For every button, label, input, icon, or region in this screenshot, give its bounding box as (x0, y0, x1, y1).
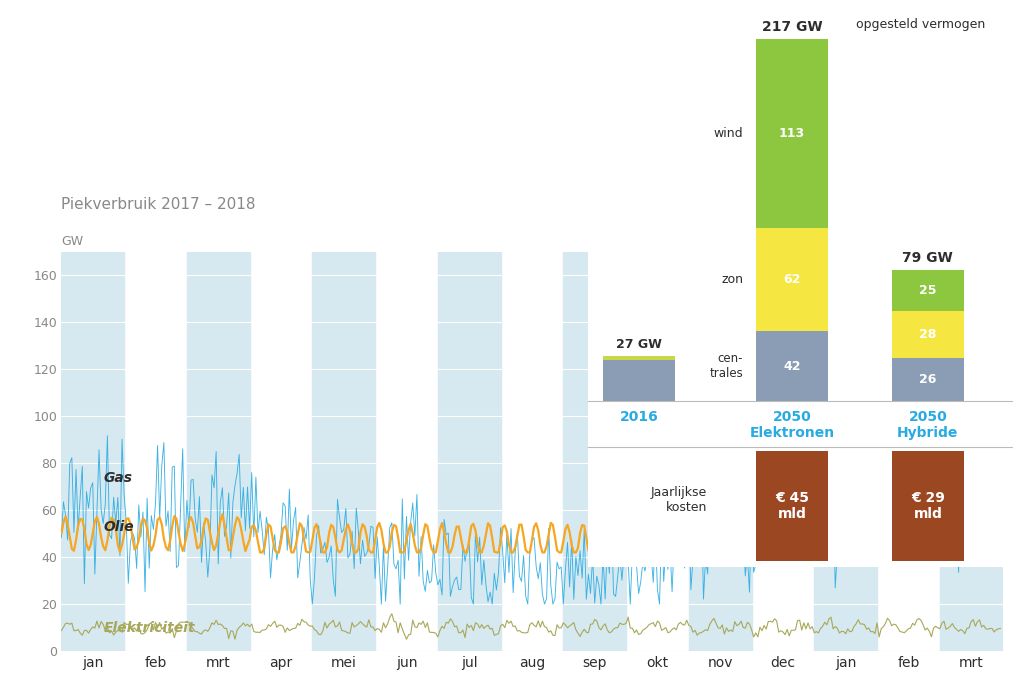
Bar (61, 252, 124, 651)
Text: 25: 25 (919, 284, 937, 297)
Bar (564, 252, 626, 651)
Text: 2016: 2016 (620, 410, 659, 424)
Text: Jaarlijkse
kosten: Jaarlijkse kosten (651, 486, 707, 514)
Text: 26: 26 (920, 373, 936, 386)
Text: 217 GW: 217 GW (762, 20, 822, 34)
Bar (312, 252, 375, 651)
Text: GW: GW (61, 235, 84, 248)
Bar (688, 252, 752, 651)
Bar (892, 270, 964, 312)
Text: Elektriciteit: Elektriciteit (103, 621, 194, 635)
Text: 79 GW: 79 GW (902, 251, 953, 265)
Text: 28: 28 (920, 328, 936, 341)
Text: Piekverbruik 2017 – 2018: Piekverbruik 2017 – 2018 (61, 197, 256, 212)
Bar (187, 252, 250, 651)
Bar (604, 360, 675, 401)
Bar (940, 252, 1003, 651)
Text: zon: zon (721, 273, 743, 286)
Text: opgesteld vermogen: opgesteld vermogen (855, 18, 985, 31)
Bar (756, 451, 828, 561)
Text: 62: 62 (784, 273, 801, 286)
Text: 113: 113 (779, 127, 805, 140)
Text: 42: 42 (784, 360, 801, 373)
Text: 2050
Hybride: 2050 Hybride (897, 410, 959, 440)
Bar (892, 312, 964, 358)
Bar (756, 228, 828, 331)
Text: cen-
trales: cen- trales (709, 352, 743, 380)
Bar (756, 39, 828, 228)
Text: € 45
mld: € 45 mld (775, 491, 809, 521)
Text: € 29
mld: € 29 mld (910, 491, 945, 521)
Text: Gas: Gas (103, 471, 132, 485)
Bar (438, 252, 500, 651)
Text: 2050
Elektronen: 2050 Elektronen (750, 410, 835, 440)
Text: 27 GW: 27 GW (616, 338, 662, 351)
Bar (892, 451, 964, 561)
Bar (892, 358, 964, 401)
Bar (814, 252, 877, 651)
Bar (756, 331, 828, 401)
Text: Olie: Olie (103, 520, 134, 534)
Bar (604, 356, 675, 360)
Text: wind: wind (714, 127, 743, 140)
